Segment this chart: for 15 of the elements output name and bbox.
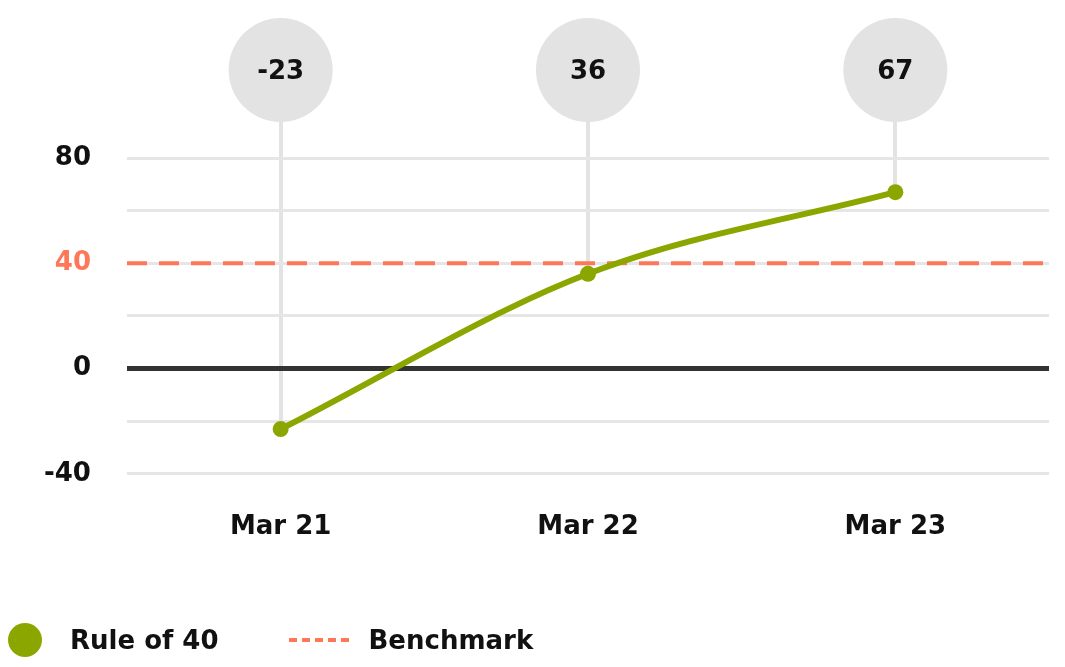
y-tick-label: 40 — [54, 246, 91, 277]
x-tick-label: Mar 21 — [229, 510, 332, 541]
point — [272, 421, 289, 438]
y-tick-label: 0 — [72, 351, 91, 382]
legend-label: Rule of 40 — [70, 625, 219, 655]
data-label: 36 — [569, 54, 607, 85]
y-tick-label: 80 — [54, 140, 91, 171]
point — [887, 184, 904, 201]
x-tick-label: Mar 23 — [844, 510, 947, 541]
y-tick-label: -40 — [43, 456, 91, 487]
point — [579, 265, 596, 282]
x-tick-label: Mar 22 — [537, 510, 639, 541]
data-label: 67 — [877, 54, 914, 85]
data-label: -23 — [257, 54, 305, 85]
legend-label: Benchmark — [368, 625, 534, 655]
